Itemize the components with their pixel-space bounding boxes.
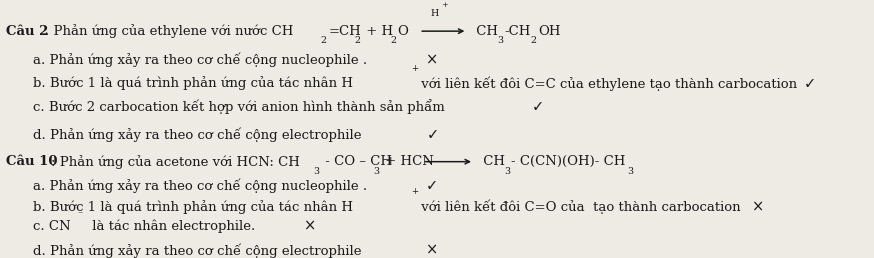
- Text: O: O: [398, 25, 408, 38]
- Text: H: H: [430, 9, 438, 18]
- Text: 3: 3: [497, 36, 503, 45]
- Text: với liên kết đôi C=C của ethylene tạo thành carbocation: với liên kết đôi C=C của ethylene tạo th…: [417, 76, 797, 91]
- Text: 3: 3: [628, 167, 634, 176]
- Text: Câu 2: Câu 2: [5, 25, 48, 38]
- Text: c. Bước 2 carbocation kết hợp với anion hình thành sản phẩm: c. Bước 2 carbocation kết hợp với anion …: [33, 99, 445, 114]
- Text: 2: 2: [355, 36, 361, 45]
- Text: ×: ×: [426, 52, 438, 67]
- Text: a. Phản ứng xảy ra theo cơ chế cộng nucleophile .: a. Phản ứng xảy ra theo cơ chế cộng nucl…: [33, 53, 367, 67]
- Text: là tác nhân electrophile.: là tác nhân electrophile.: [87, 220, 255, 233]
- Text: d. Phản ứng xảy ra theo cơ chế cộng electrophile: d. Phản ứng xảy ra theo cơ chế cộng elec…: [33, 127, 361, 142]
- Text: ✓: ✓: [427, 127, 439, 142]
- Text: ×: ×: [304, 219, 316, 234]
- Text: -CH: -CH: [504, 25, 531, 38]
- Text: ✓: ✓: [426, 178, 438, 193]
- Text: +: +: [440, 1, 447, 9]
- Text: 2: 2: [321, 36, 327, 45]
- Text: ✓: ✓: [532, 99, 545, 114]
- Text: : Phản ứng của acetone với HCN: CH: : Phản ứng của acetone với HCN: CH: [52, 155, 300, 169]
- Text: - C(CN)(OH)- CH: - C(CN)(OH)- CH: [511, 155, 626, 168]
- Text: - CO – CH: - CO – CH: [322, 155, 392, 168]
- Text: với liên kết đôi C=O của  tạo thành carbocation: với liên kết đôi C=O của tạo thành carbo…: [417, 200, 740, 214]
- Text: ✓: ✓: [804, 76, 816, 91]
- Text: +: +: [411, 187, 418, 196]
- Text: c. CN: c. CN: [33, 220, 71, 233]
- Text: 3: 3: [503, 167, 510, 176]
- Text: 2: 2: [390, 36, 396, 45]
- Text: +: +: [411, 64, 418, 73]
- Text: a. Phản ứng xảy ra theo cơ chế cộng nucleophile .: a. Phản ứng xảy ra theo cơ chế cộng nucl…: [33, 178, 367, 193]
- Text: . Phản ứng của ethylene với nước CH: . Phản ứng của ethylene với nước CH: [45, 24, 294, 38]
- Text: OH: OH: [538, 25, 560, 38]
- Text: + H: + H: [362, 25, 393, 38]
- Text: 3: 3: [374, 167, 380, 176]
- Text: + HCN: + HCN: [381, 155, 434, 168]
- Text: CH: CH: [479, 155, 505, 168]
- Text: ⁻: ⁻: [78, 210, 83, 219]
- Text: b. Bước 1 là quá trình phản ứng của tác nhân H: b. Bước 1 là quá trình phản ứng của tác …: [33, 76, 353, 90]
- Text: 3: 3: [313, 167, 319, 176]
- Text: d. Phản ứng xảy ra theo cơ chế cộng electrophile: d. Phản ứng xảy ra theo cơ chế cộng elec…: [33, 243, 361, 258]
- Text: 2: 2: [531, 36, 537, 45]
- Text: ×: ×: [426, 243, 438, 258]
- Text: CH: CH: [472, 25, 498, 38]
- Text: Câu 10: Câu 10: [5, 155, 57, 168]
- Text: ×: ×: [752, 199, 764, 214]
- Text: =CH: =CH: [329, 25, 362, 38]
- Text: b. Bước 1 là quá trình phản ứng của tác nhân H: b. Bước 1 là quá trình phản ứng của tác …: [33, 200, 353, 214]
